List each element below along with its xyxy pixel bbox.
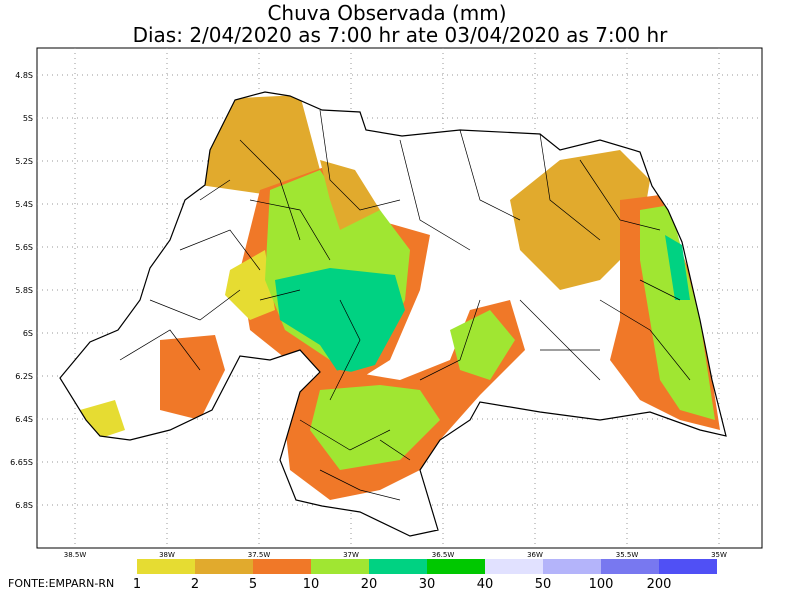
legend-swatch — [485, 559, 543, 574]
lon-tick-label: 37W — [343, 551, 359, 559]
legend-label: 2 — [191, 577, 199, 592]
title-line-2: Dias: 2/04/2020 as 7:00 hr ate 03/04/202… — [133, 23, 669, 47]
legend-swatch — [195, 559, 253, 574]
legend-label: 1 — [133, 577, 141, 592]
map-frame — [36, 47, 763, 549]
lat-tick-label: 5.4S — [15, 200, 33, 209]
legend-swatch — [601, 559, 659, 574]
legend-swatch — [369, 559, 427, 574]
legend-label: 200 — [647, 577, 672, 592]
legend-label: 10 — [303, 577, 320, 592]
legend-label: 30 — [419, 577, 436, 592]
lat-tick-label: 5.8S — [15, 286, 33, 295]
lat-tick-label: 6.8S — [15, 501, 33, 510]
legend-swatch — [659, 559, 717, 574]
lat-tick-label: 6.65S — [10, 458, 33, 467]
lon-tick-label: 38.5W — [64, 551, 87, 559]
lat-tick-label: 5.6S — [15, 243, 33, 252]
legend-label: 100 — [589, 577, 614, 592]
color-legend: 1 2 5 10 20 30 40 50 100 200 — [133, 559, 717, 592]
legend-swatch — [311, 559, 369, 574]
legend-swatch — [427, 559, 485, 574]
lat-tick-label: 6.4S — [15, 415, 33, 424]
lat-tick-label: 5.2S — [15, 157, 33, 166]
legend-label: 50 — [535, 577, 552, 592]
legend-swatch — [253, 559, 311, 574]
lat-tick-label: 6.2S — [15, 372, 33, 381]
rain-fields — [80, 95, 720, 500]
lon-tick-label: 35W — [711, 551, 727, 559]
legend-label: 5 — [249, 577, 257, 592]
lon-tick-label: 35.5W — [616, 551, 639, 559]
title-line-1: Chuva Observada (mm) — [267, 1, 506, 25]
lat-tick-label: 6S — [23, 329, 33, 338]
lon-tick-label: 38W — [159, 551, 175, 559]
legend-label: 20 — [361, 577, 378, 592]
source: FONTE:EMPARN-RN — [8, 577, 114, 590]
lon-tick-label: 37.5W — [248, 551, 271, 559]
lon-tick-label: 36W — [527, 551, 543, 559]
legend-swatch — [137, 559, 195, 574]
lon-tick-label: 36.5W — [432, 551, 455, 559]
municipal-borders — [119, 109, 691, 501]
lat-tick-label: 4.8S — [15, 71, 33, 80]
legend-label: 40 — [477, 577, 494, 592]
lat-tick-label: 5S — [23, 114, 33, 123]
legend-swatch — [543, 559, 601, 574]
